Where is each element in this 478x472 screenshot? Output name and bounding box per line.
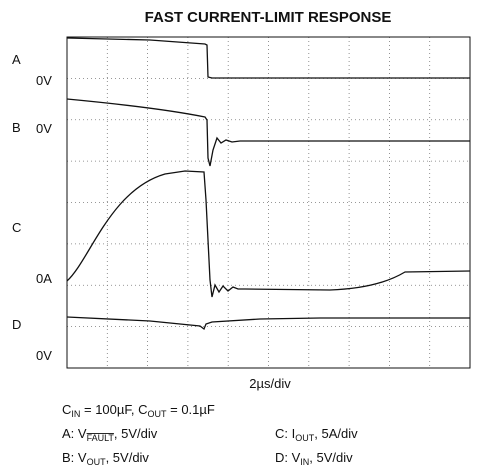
trace-b	[66, 98, 470, 167]
note-subscript: IN	[300, 457, 309, 467]
note-text: = 0.1µF	[167, 402, 215, 417]
zero-level: 0V	[36, 73, 52, 88]
zero-level: 0A	[36, 271, 52, 286]
trace-d	[66, 316, 470, 331]
zero-level: 0V	[36, 348, 52, 363]
note-subscript: OUT	[87, 457, 107, 467]
note-b: B: VOUT, 5V/div	[62, 450, 149, 467]
channel-name: B	[12, 120, 21, 135]
conditions: CIN = 100µF, COUT = 0.1µF	[62, 402, 215, 419]
channel-name: D	[12, 317, 21, 332]
zero-level: 0V	[36, 121, 52, 136]
note-text: C	[62, 402, 71, 417]
note-text: = 100µF, C	[80, 402, 147, 417]
note-a: A: VFAULT, 5V/div	[62, 426, 158, 443]
trace-a	[66, 37, 470, 79]
frame	[66, 36, 471, 369]
note-c: C: IOUT, 5A/div	[275, 426, 358, 443]
note-subscript: IN	[71, 409, 80, 419]
note-subscript: FAULT	[87, 433, 115, 443]
note-text: A: V	[62, 426, 87, 441]
channel-name: C	[12, 220, 21, 235]
note-d: D: VIN, 5V/div	[275, 450, 353, 467]
title: FAST CURRENT-LIMIT RESPONSE	[145, 9, 392, 26]
timebase: 2µs/div	[249, 376, 291, 391]
note-subscript: OUT	[148, 409, 168, 419]
note-text: B: V	[62, 450, 87, 465]
note-text: , 5V/div	[106, 450, 150, 465]
note-text: D: V	[275, 450, 301, 465]
note-text: , 5A/div	[314, 426, 358, 441]
note-subscript: OUT	[295, 433, 315, 443]
note-text: C: I	[275, 426, 295, 441]
note-text: , 5V/div	[114, 426, 158, 441]
note-text: , 5V/div	[309, 450, 353, 465]
trace-c	[66, 170, 471, 298]
channel-labels: A 0V B 0V C 0A D 0V	[12, 52, 52, 363]
channel-name: A	[12, 52, 21, 67]
